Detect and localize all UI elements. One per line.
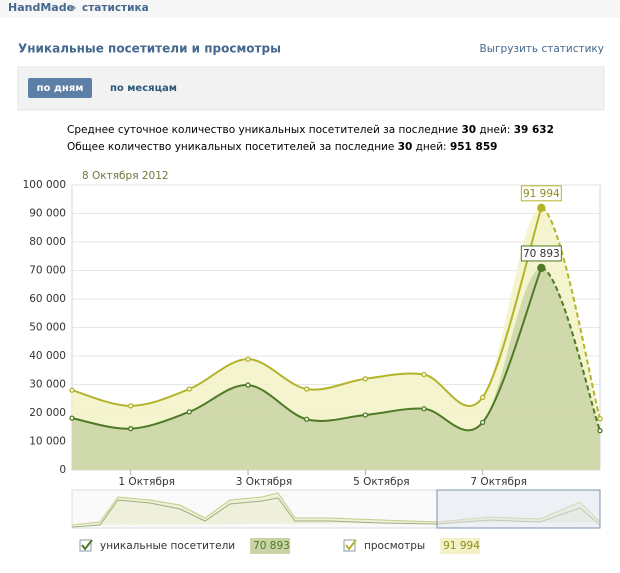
value-label-box (520, 245, 562, 262)
legend-checkbox[interactable] (79, 539, 92, 552)
summary-part: дней: (476, 124, 514, 136)
series-line (71, 207, 543, 407)
y-tick-label: 0 (59, 464, 66, 476)
summary-part: Среднее суточное количество уникальных п… (67, 124, 461, 136)
y-tick-label: 70 000 (29, 265, 66, 277)
value-label: 70 893 (523, 248, 560, 260)
data-point (537, 203, 546, 212)
tab[interactable]: по дням (37, 83, 84, 94)
legend-check (345, 539, 357, 551)
chart-subtitle: 8 Октября 2012 (82, 170, 169, 182)
y-tick-label: 50 000 (29, 322, 66, 334)
y-tick-label: 60 000 (29, 293, 66, 305)
header-bar (0, 0, 620, 18)
y-tick-label: 90 000 (29, 208, 66, 220)
data-point (245, 356, 251, 362)
tab-bar (17, 66, 605, 111)
value-label-box (520, 185, 562, 202)
data-point (186, 409, 192, 415)
data-point (597, 428, 603, 434)
value-label: 91 994 (523, 188, 560, 200)
data-point (304, 416, 310, 422)
data-point (537, 263, 546, 273)
series-line-incomplete (540, 266, 601, 432)
summary-part: 951 859 (450, 141, 498, 153)
legend-value: 70 893 (253, 540, 290, 552)
summary-part: дней: (412, 141, 450, 153)
tab-active[interactable] (28, 78, 92, 98)
breadcrumb-sep: » (70, 2, 76, 14)
data-point (186, 386, 192, 392)
y-tick-label: 80 000 (29, 236, 66, 248)
export-link[interactable]: Выгрузить статистику (480, 43, 604, 55)
x-tick-label: 7 Октября (470, 476, 527, 488)
data-point (128, 403, 134, 409)
data-point (362, 376, 368, 382)
summary-part: Общее количество уникальных посетителей … (67, 141, 398, 153)
panel-title: Уникальные посетители и просмотры (18, 42, 281, 56)
y-tick-label: 10 000 (29, 436, 66, 448)
data-point (480, 394, 486, 400)
summary-part: 30 (461, 124, 476, 136)
legend-label: уникальные посетители (100, 540, 235, 552)
navigator-selection[interactable] (436, 489, 601, 529)
legend-value: 91 994 (443, 540, 480, 552)
y-tick-label: 30 000 (29, 379, 66, 391)
data-point (421, 406, 427, 412)
data-point (480, 419, 486, 426)
summary-line: Общее количество уникальных посетителей … (67, 141, 497, 153)
y-tick-label: 100 000 (23, 179, 66, 191)
data-point (69, 387, 75, 393)
y-tick-label: 40 000 (29, 350, 66, 362)
summary-part: 39 632 (514, 124, 554, 136)
legend-check (81, 539, 93, 551)
tab[interactable]: по месяцам (110, 83, 177, 94)
site-link[interactable]: HandMade (8, 1, 74, 14)
summary-line: Среднее суточное количество уникальных п… (67, 124, 554, 136)
legend-checkbox[interactable] (343, 539, 356, 552)
summary-part: 30 (398, 141, 413, 153)
data-point (421, 371, 427, 378)
breadcrumb-section: статистика (82, 2, 149, 14)
series-area (72, 267, 600, 470)
data-point (128, 426, 134, 432)
data-point (597, 416, 603, 422)
legend-value-bg (440, 538, 481, 554)
x-tick-label: 1 Октября (118, 476, 175, 488)
series-line-incomplete (540, 206, 601, 419)
legend-value-bg (250, 538, 291, 554)
data-point (69, 415, 75, 421)
data-point (245, 382, 251, 388)
data-point (304, 386, 310, 392)
x-tick-label: 3 Октября (236, 476, 293, 488)
data-point (362, 412, 368, 418)
y-tick-label: 20 000 (29, 407, 66, 419)
x-tick-label: 5 Октября (353, 476, 410, 488)
legend-label: просмотры (364, 540, 425, 552)
